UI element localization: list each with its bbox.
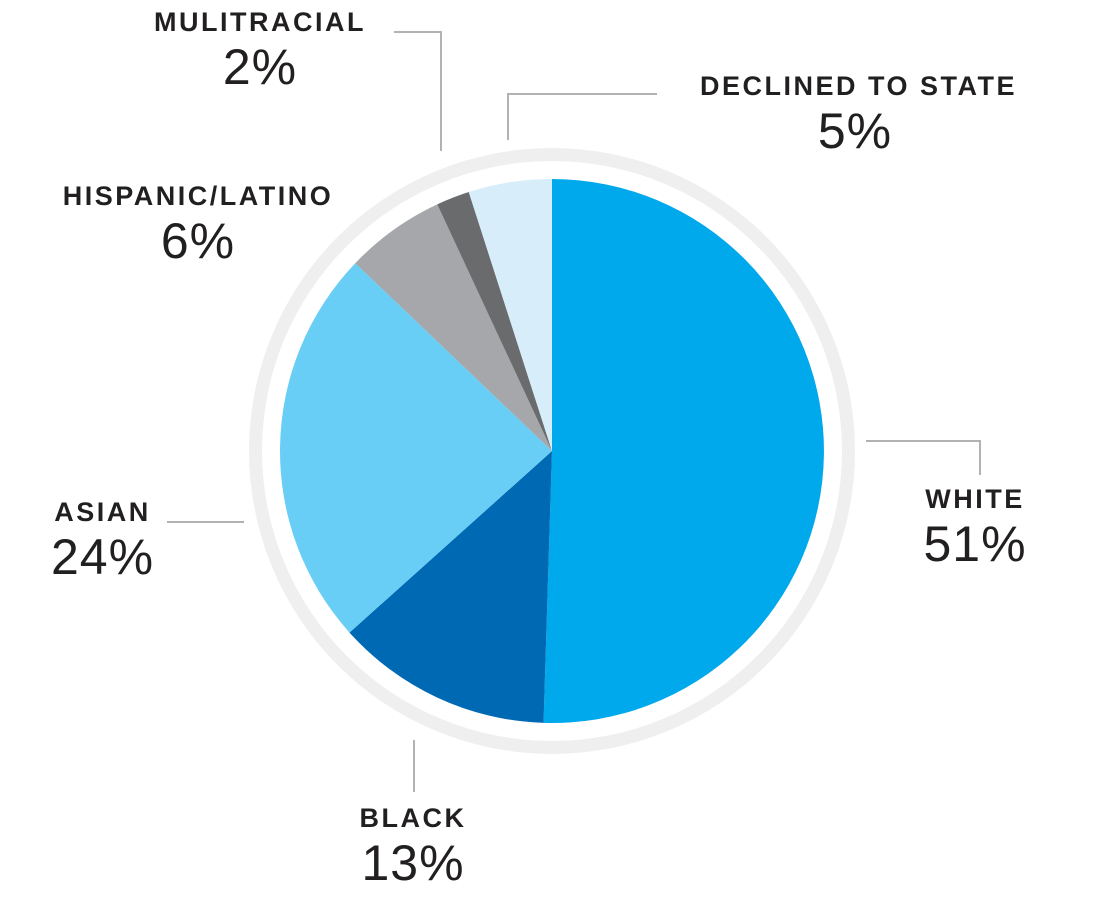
pie-slice-declined-to-state bbox=[468, 179, 552, 451]
label-declined-to-state-value: 5% bbox=[817, 102, 893, 159]
pie-slice-black bbox=[349, 451, 552, 723]
label-white-name: WHITE bbox=[925, 484, 1025, 514]
leader-line-asian-horizontal bbox=[167, 521, 244, 523]
label-white: WHITE 51% bbox=[870, 483, 1080, 571]
pie-slice-mulitracial bbox=[437, 192, 552, 452]
pie-slice-hispanic-latino bbox=[355, 204, 552, 451]
label-multiracial: MULITRACIAL 2% bbox=[115, 6, 405, 94]
label-hispanic-latino-name: HISPANIC/LATINO bbox=[62, 181, 334, 211]
pie-slice-asian bbox=[280, 263, 552, 633]
label-hispanic-latino-value: 6% bbox=[160, 212, 236, 269]
leader-line-declined-vertical bbox=[507, 93, 509, 140]
leader-line-declined-horizontal bbox=[507, 93, 657, 95]
label-declined-to-state-name: DECLINED TO STATE bbox=[700, 71, 1018, 101]
label-multiracial-name: MULITRACIAL bbox=[154, 7, 366, 37]
label-asian: ASIAN 24% bbox=[10, 496, 195, 584]
leader-line-black-vertical bbox=[413, 740, 415, 792]
pie-chart bbox=[249, 148, 855, 754]
leader-line-white-horizontal bbox=[866, 440, 981, 442]
label-white-value: 51% bbox=[923, 515, 1027, 572]
label-hispanic-latino: HISPANIC/LATINO 6% bbox=[22, 180, 374, 268]
label-asian-name: ASIAN bbox=[54, 497, 151, 527]
leader-line-multiracial-horizontal bbox=[394, 31, 442, 33]
label-black: BLACK 13% bbox=[313, 802, 513, 890]
label-asian-value: 24% bbox=[50, 528, 155, 585]
label-black-value: 13% bbox=[361, 834, 465, 891]
pie-slice-white bbox=[543, 179, 824, 723]
leader-line-multiracial-vertical bbox=[440, 31, 442, 151]
label-black-name: BLACK bbox=[359, 803, 467, 833]
label-declined-to-state: DECLINED TO STATE 5% bbox=[700, 70, 1018, 159]
leader-line-white-vertical bbox=[979, 440, 981, 475]
label-multiracial-value: 2% bbox=[222, 38, 298, 95]
